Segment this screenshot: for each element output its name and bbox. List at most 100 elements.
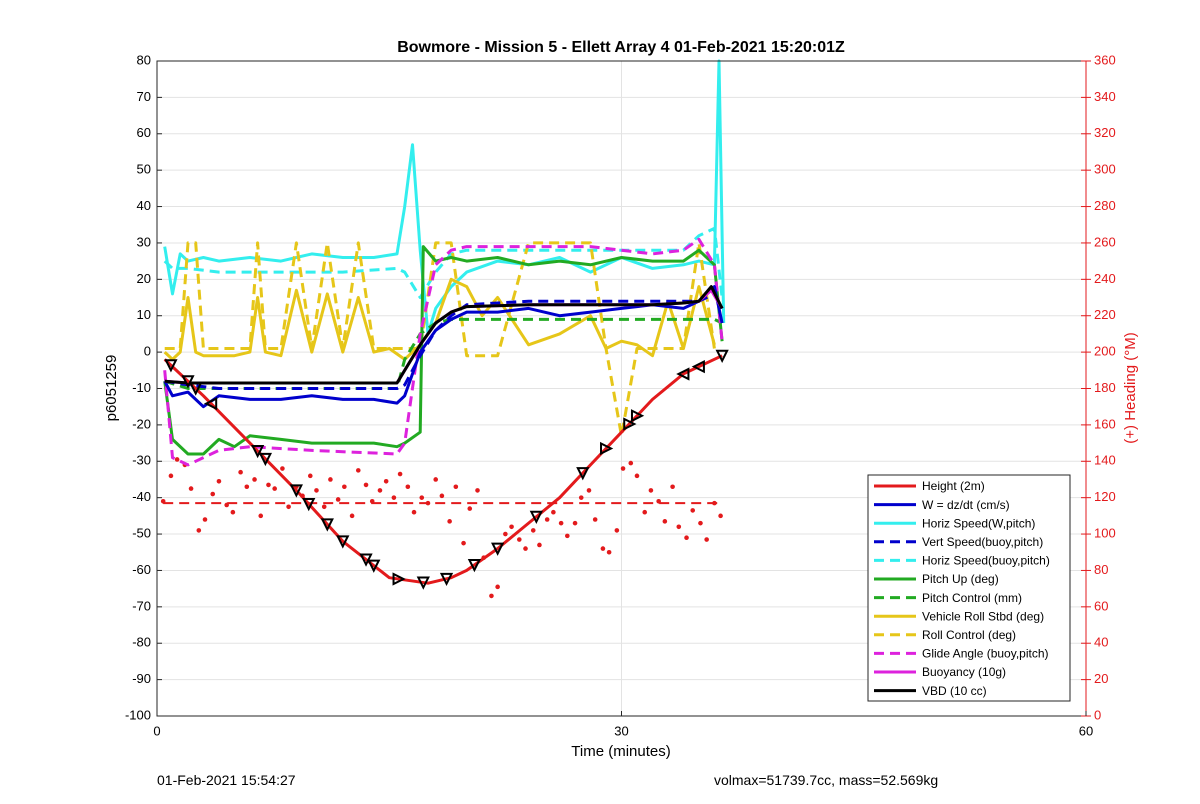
markers xyxy=(164,349,729,590)
y-tick-label: 80 xyxy=(137,52,151,67)
heading-point xyxy=(676,524,682,530)
y2-tick-label: 260 xyxy=(1094,234,1116,249)
heading-point xyxy=(489,593,494,599)
y2-tick-label: 80 xyxy=(1094,562,1108,577)
heading-point xyxy=(411,509,417,515)
heading-point xyxy=(509,524,514,530)
x-tick-label: 0 xyxy=(153,723,160,738)
heading-point xyxy=(266,482,271,488)
x-axis-label: Time (minutes) xyxy=(571,743,670,760)
y-axis-label: p6051259 xyxy=(103,355,120,422)
heading-point xyxy=(620,466,626,471)
height-marker xyxy=(467,558,482,573)
y2-tick-label: 360 xyxy=(1094,52,1116,67)
y-tick-label: -30 xyxy=(132,453,151,468)
legend-label: Pitch Up (deg) xyxy=(922,572,999,586)
y-tick-label: -70 xyxy=(132,598,151,613)
y2-tick-label: 340 xyxy=(1094,89,1116,104)
heading-point xyxy=(537,542,542,548)
heading-point xyxy=(397,471,403,477)
heading-point xyxy=(238,469,243,475)
heading-point xyxy=(335,497,341,502)
height-marker xyxy=(630,409,645,423)
series-line xyxy=(164,241,716,438)
legend-label: Glide Angle (buoy,pitch) xyxy=(922,647,1049,661)
heading-point xyxy=(425,500,431,506)
legend-label: Vert Speed(buoy,pitch) xyxy=(922,535,1043,549)
series-layer xyxy=(163,59,726,585)
heading-point xyxy=(405,484,411,490)
y2-tick-label: 220 xyxy=(1094,307,1116,322)
heading-point xyxy=(467,506,473,511)
heading-point xyxy=(634,473,640,479)
heading-point xyxy=(258,513,264,519)
heading-point xyxy=(544,517,550,522)
y-tick-label: -80 xyxy=(132,635,151,650)
legend-label: Horiz Speed(W,pitch) xyxy=(922,516,1035,530)
heading-point xyxy=(369,499,375,504)
heading-point xyxy=(224,502,229,508)
heading-point xyxy=(628,460,634,466)
heading-point xyxy=(517,537,522,542)
heading-point xyxy=(698,520,703,526)
y-tick-label: -40 xyxy=(132,489,151,504)
heading-point xyxy=(690,508,696,513)
series-line xyxy=(163,226,724,299)
heading-point xyxy=(523,546,528,551)
heading-point xyxy=(495,584,500,590)
height-marker xyxy=(367,559,381,573)
height-marker xyxy=(336,535,350,549)
heading-point xyxy=(196,528,202,533)
heading-point xyxy=(572,520,578,526)
y2-tick-label: 100 xyxy=(1094,525,1116,540)
heading-point xyxy=(433,477,439,482)
series-line xyxy=(163,237,724,467)
y2-tick-label: 20 xyxy=(1094,671,1108,686)
y-tick-label: -20 xyxy=(132,416,151,431)
heading-point xyxy=(606,549,612,555)
height-marker xyxy=(189,382,203,396)
heading-point xyxy=(188,486,194,491)
y2-tick-label: 120 xyxy=(1094,489,1116,504)
heading-point xyxy=(614,528,620,533)
height-marker xyxy=(302,497,316,512)
heading-point xyxy=(586,488,592,493)
legend-label: Roll Control (deg) xyxy=(922,628,1016,642)
height-marker xyxy=(529,510,543,525)
heading-point xyxy=(656,499,661,504)
height-marker xyxy=(676,367,690,381)
heading-point xyxy=(355,468,361,473)
heading-point xyxy=(662,519,668,524)
heading-point xyxy=(600,546,606,551)
y-tick-label: 40 xyxy=(137,198,151,213)
y2-tick-label: 240 xyxy=(1094,271,1116,286)
heading-point xyxy=(718,513,723,519)
heading-point xyxy=(383,478,389,484)
heading-point xyxy=(447,519,452,524)
heading-point xyxy=(642,509,648,515)
height-marker xyxy=(203,397,218,411)
legend-label: Horiz Speed(buoy,pitch) xyxy=(922,554,1050,568)
x-tick-label: 60 xyxy=(1079,723,1093,738)
legend: Height (2m) W = dz/dt (cm/s) Horiz Speed(W… xyxy=(867,474,1071,702)
height-marker xyxy=(320,518,334,532)
heading-point xyxy=(252,477,257,482)
height-marker xyxy=(439,572,454,587)
series-line xyxy=(163,245,724,456)
heading-point xyxy=(453,484,459,490)
y2-tick-label: 320 xyxy=(1094,125,1116,140)
series-line xyxy=(163,277,716,361)
heading-point xyxy=(684,535,689,540)
heading-point xyxy=(210,491,216,497)
heading-point xyxy=(377,488,383,493)
heading-point xyxy=(174,457,180,462)
heading-point xyxy=(503,531,508,537)
height-marker xyxy=(623,417,637,431)
y-tick-label: 70 xyxy=(137,89,151,104)
y2-tick-label: 0 xyxy=(1094,707,1101,722)
axes: -100-90-80-70-60-50-40-30-20-10010203040… xyxy=(125,52,1116,738)
heading-point xyxy=(349,513,355,519)
legend-label: Vehicle Roll Stbd (deg) xyxy=(922,609,1044,623)
heading-point xyxy=(578,495,584,500)
